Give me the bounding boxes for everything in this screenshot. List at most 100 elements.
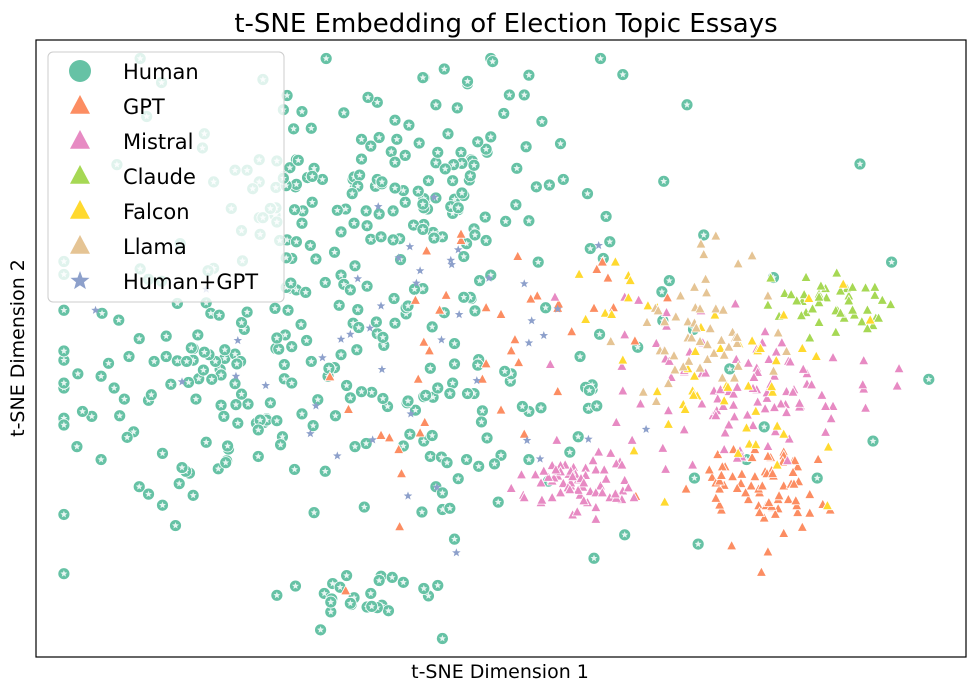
point-claude-29: [820, 291, 833, 303]
point-llama-11: [637, 385, 649, 397]
point-gpt-38: [804, 488, 816, 499]
point-falcon-50: [606, 308, 618, 319]
point-human-138-star-overlay: [292, 286, 300, 293]
point-human-278-star-overlay: [215, 311, 223, 319]
point-human-gpt-5: [311, 401, 321, 410]
point-claude-18: [856, 315, 868, 327]
point-human-330-star-overlay: [60, 379, 68, 386]
point-human-230-star-overlay: [281, 331, 289, 338]
point-human-266-star-overlay: [125, 352, 133, 360]
point-gpt-32: [703, 463, 715, 475]
point-mistral-129: [710, 409, 722, 421]
point-human-253-star-overlay: [307, 357, 315, 365]
point-llama-3: [715, 334, 728, 345]
chart-title: t-SNE Embedding of Election Topic Essays: [234, 9, 777, 39]
point-human-308-star-overlay: [123, 433, 131, 441]
point-gpt-103: [340, 584, 352, 596]
point-falcon-46: [624, 274, 636, 285]
point-llama-27: [731, 337, 743, 348]
point-human-405-star-overlay: [367, 589, 375, 597]
point-mistral-134: [776, 336, 788, 348]
point-gpt-90: [420, 244, 433, 256]
point-human-309-star-overlay: [266, 399, 274, 406]
point-human-173-star-overlay: [458, 189, 466, 196]
point-human-gpt-2: [641, 424, 651, 433]
point-mistral-161: [634, 397, 647, 409]
point-human-216-star-overlay: [162, 352, 170, 360]
point-mistral-104: [893, 362, 905, 374]
point-human-159-star-overlay: [419, 74, 427, 81]
point-human-gpt-9: [233, 335, 243, 345]
legend-marker-human: [69, 60, 91, 82]
point-gpt-37: [766, 467, 779, 479]
point-gpt-64: [726, 470, 739, 482]
point-human-gpt-18: [527, 316, 536, 325]
point-human-gpt-16: [539, 331, 549, 340]
point-human-38-star-overlay: [337, 271, 345, 278]
point-human-176-star-overlay: [596, 330, 603, 338]
point-gpt-87: [393, 520, 406, 532]
point-human-440-star-overlay: [542, 304, 550, 311]
point-falcon-15: [687, 389, 700, 400]
series-claude: [762, 266, 897, 343]
point-human-247-star-overlay: [280, 360, 288, 368]
point-claude-5: [867, 319, 879, 330]
legend-marker-human-gpt: [70, 271, 90, 290]
point-mistral-56: [592, 445, 605, 457]
point-human-344-star-overlay: [494, 498, 502, 506]
point-human-327-star-overlay: [208, 375, 216, 383]
point-human-244-star-overlay: [189, 491, 197, 499]
point-human-213-star-overlay: [60, 570, 68, 577]
point-human-54-star-overlay: [500, 109, 508, 117]
point-human-67-star-overlay: [363, 222, 371, 229]
point-mistral-90: [686, 458, 699, 470]
point-human-gpt-17: [177, 377, 187, 386]
point-gpt-106: [602, 271, 614, 283]
point-gpt-84: [433, 303, 446, 315]
point-gpt-77: [531, 289, 543, 301]
point-mistral-164: [619, 328, 631, 340]
point-gpt-86: [495, 403, 507, 415]
point-human-167-star-overlay: [534, 258, 542, 266]
point-mistral-79: [696, 397, 708, 409]
point-mistral-63: [564, 483, 576, 495]
point-human-6-star-overlay: [367, 235, 375, 243]
point-human-270-star-overlay: [222, 459, 230, 466]
point-mistral-3: [594, 479, 607, 491]
point-falcon-8: [599, 306, 611, 318]
point-llama-9: [732, 257, 744, 269]
legend-label-gpt: GPT: [123, 95, 165, 119]
point-human-357-star-overlay: [372, 318, 380, 325]
point-human-428-star-overlay: [694, 540, 702, 547]
point-falcon-49: [579, 313, 592, 324]
point-human-39-star-overlay: [331, 248, 338, 256]
point-llama-5: [700, 286, 713, 298]
point-human-72-star-overlay: [401, 151, 409, 159]
point-human-gpt-4: [522, 435, 532, 445]
point-human-gpt-21: [452, 548, 461, 557]
point-gpt-112: [588, 302, 600, 313]
point-human-380-star-overlay: [443, 459, 451, 466]
point-llama-12: [701, 338, 714, 350]
point-human-gpt-26: [306, 429, 315, 438]
point-human-gpt-12: [231, 371, 241, 380]
point-human-439-star-overlay: [585, 386, 593, 394]
point-gpt-55: [680, 482, 692, 494]
point-human-336-star-overlay: [192, 395, 200, 403]
point-llama-34: [674, 289, 687, 301]
point-gpt-105: [480, 357, 492, 369]
point-human-36-star-overlay: [425, 177, 432, 184]
series-mistral: [505, 290, 905, 524]
point-human-235-star-overlay: [380, 341, 388, 349]
point-llama-51: [699, 273, 712, 284]
point-gpt-29: [753, 506, 766, 517]
point-mistral-150: [718, 443, 730, 454]
point-human-143-star-overlay: [356, 171, 364, 179]
point-mistral-170: [660, 306, 673, 317]
point-human-0-star-overlay: [856, 160, 864, 167]
legend-marker-gpt: [70, 95, 90, 114]
point-human-296-star-overlay: [233, 360, 241, 367]
point-mistral-111: [712, 392, 724, 404]
point-claude-44: [791, 294, 803, 306]
point-falcon-21: [688, 369, 701, 381]
